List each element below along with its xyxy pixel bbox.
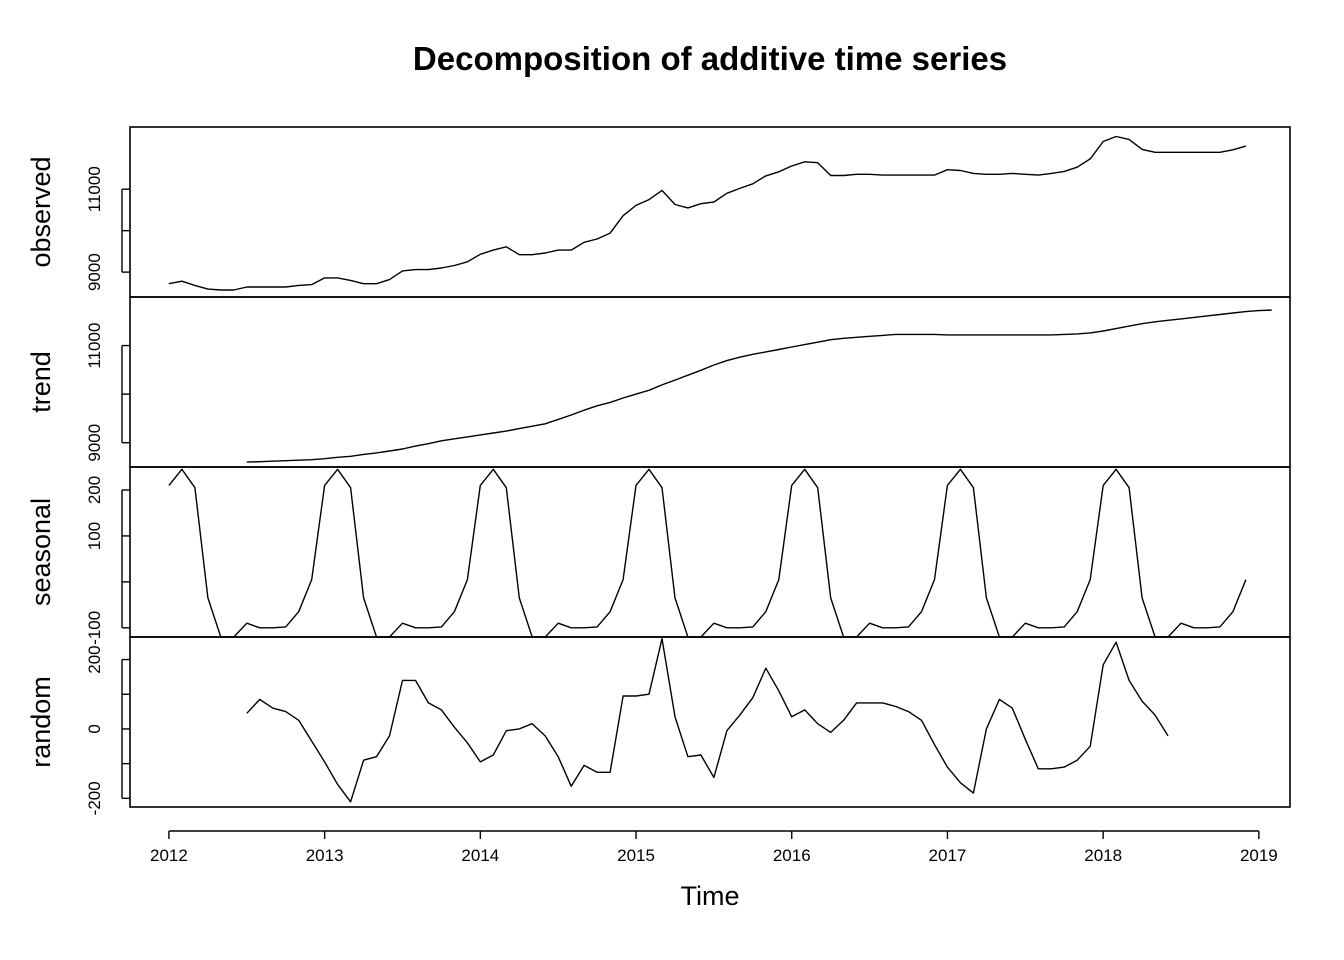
series-line-trend: [246, 309, 1272, 463]
panel-label-seasonal: seasonal: [26, 498, 56, 606]
panel-observed: 9000 11000 observed: [26, 126, 1291, 298]
y-tick-label-observed: 9000: [85, 253, 104, 291]
x-tick-label: 2016: [773, 846, 811, 865]
panel-label-trend: trend: [26, 351, 56, 413]
panels: 9000 11000 observed 9000 11000 trend -100 100 20…: [26, 126, 1291, 815]
chart-title: Decomposition of additive time series: [413, 40, 1007, 77]
series-line-seasonal: [168, 468, 1247, 638]
x-tick-label: 2014: [461, 846, 499, 865]
y-tick-label-trend: 11000: [85, 323, 104, 369]
panel-frame-seasonal: [129, 466, 1291, 638]
y-tick-label-random: -200: [85, 781, 104, 815]
y-tick-label-observed: 11000: [85, 166, 104, 212]
x-tick-label: 2018: [1084, 846, 1122, 865]
x-axis-label: Time: [681, 881, 740, 911]
panel-frame-observed: [129, 126, 1291, 298]
y-tick-label-random: 200: [85, 645, 104, 673]
y-tick-label-seasonal: 100: [85, 522, 104, 550]
y-tick-label-trend: 9000: [85, 424, 104, 462]
x-axis: 2012 2013 2014 2015 2016 2017 2018 2019: [150, 830, 1278, 865]
panel-frame-random: [129, 636, 1291, 808]
panel-label-random: random: [26, 676, 56, 768]
panel-random: -200 0 200 random: [26, 636, 1291, 815]
y-tick-label-seasonal: -100: [85, 611, 104, 645]
x-tick-label: 2012: [150, 846, 188, 865]
x-tick-label: 2019: [1240, 846, 1278, 865]
panel-seasonal: -100 100 200 seasonal: [26, 466, 1291, 645]
panel-frame-trend: [129, 296, 1291, 468]
series-line-observed: [168, 135, 1247, 291]
panel-label-observed: observed: [26, 156, 56, 267]
series-line-random: [246, 638, 1169, 803]
x-tick-label: 2013: [306, 846, 344, 865]
x-tick-label: 2017: [929, 846, 967, 865]
y-tick-label-random: 0: [85, 724, 104, 733]
x-tick-label: 2015: [617, 846, 655, 865]
panel-trend: 9000 11000 trend: [26, 296, 1291, 468]
y-tick-label-seasonal: 200: [85, 476, 104, 504]
